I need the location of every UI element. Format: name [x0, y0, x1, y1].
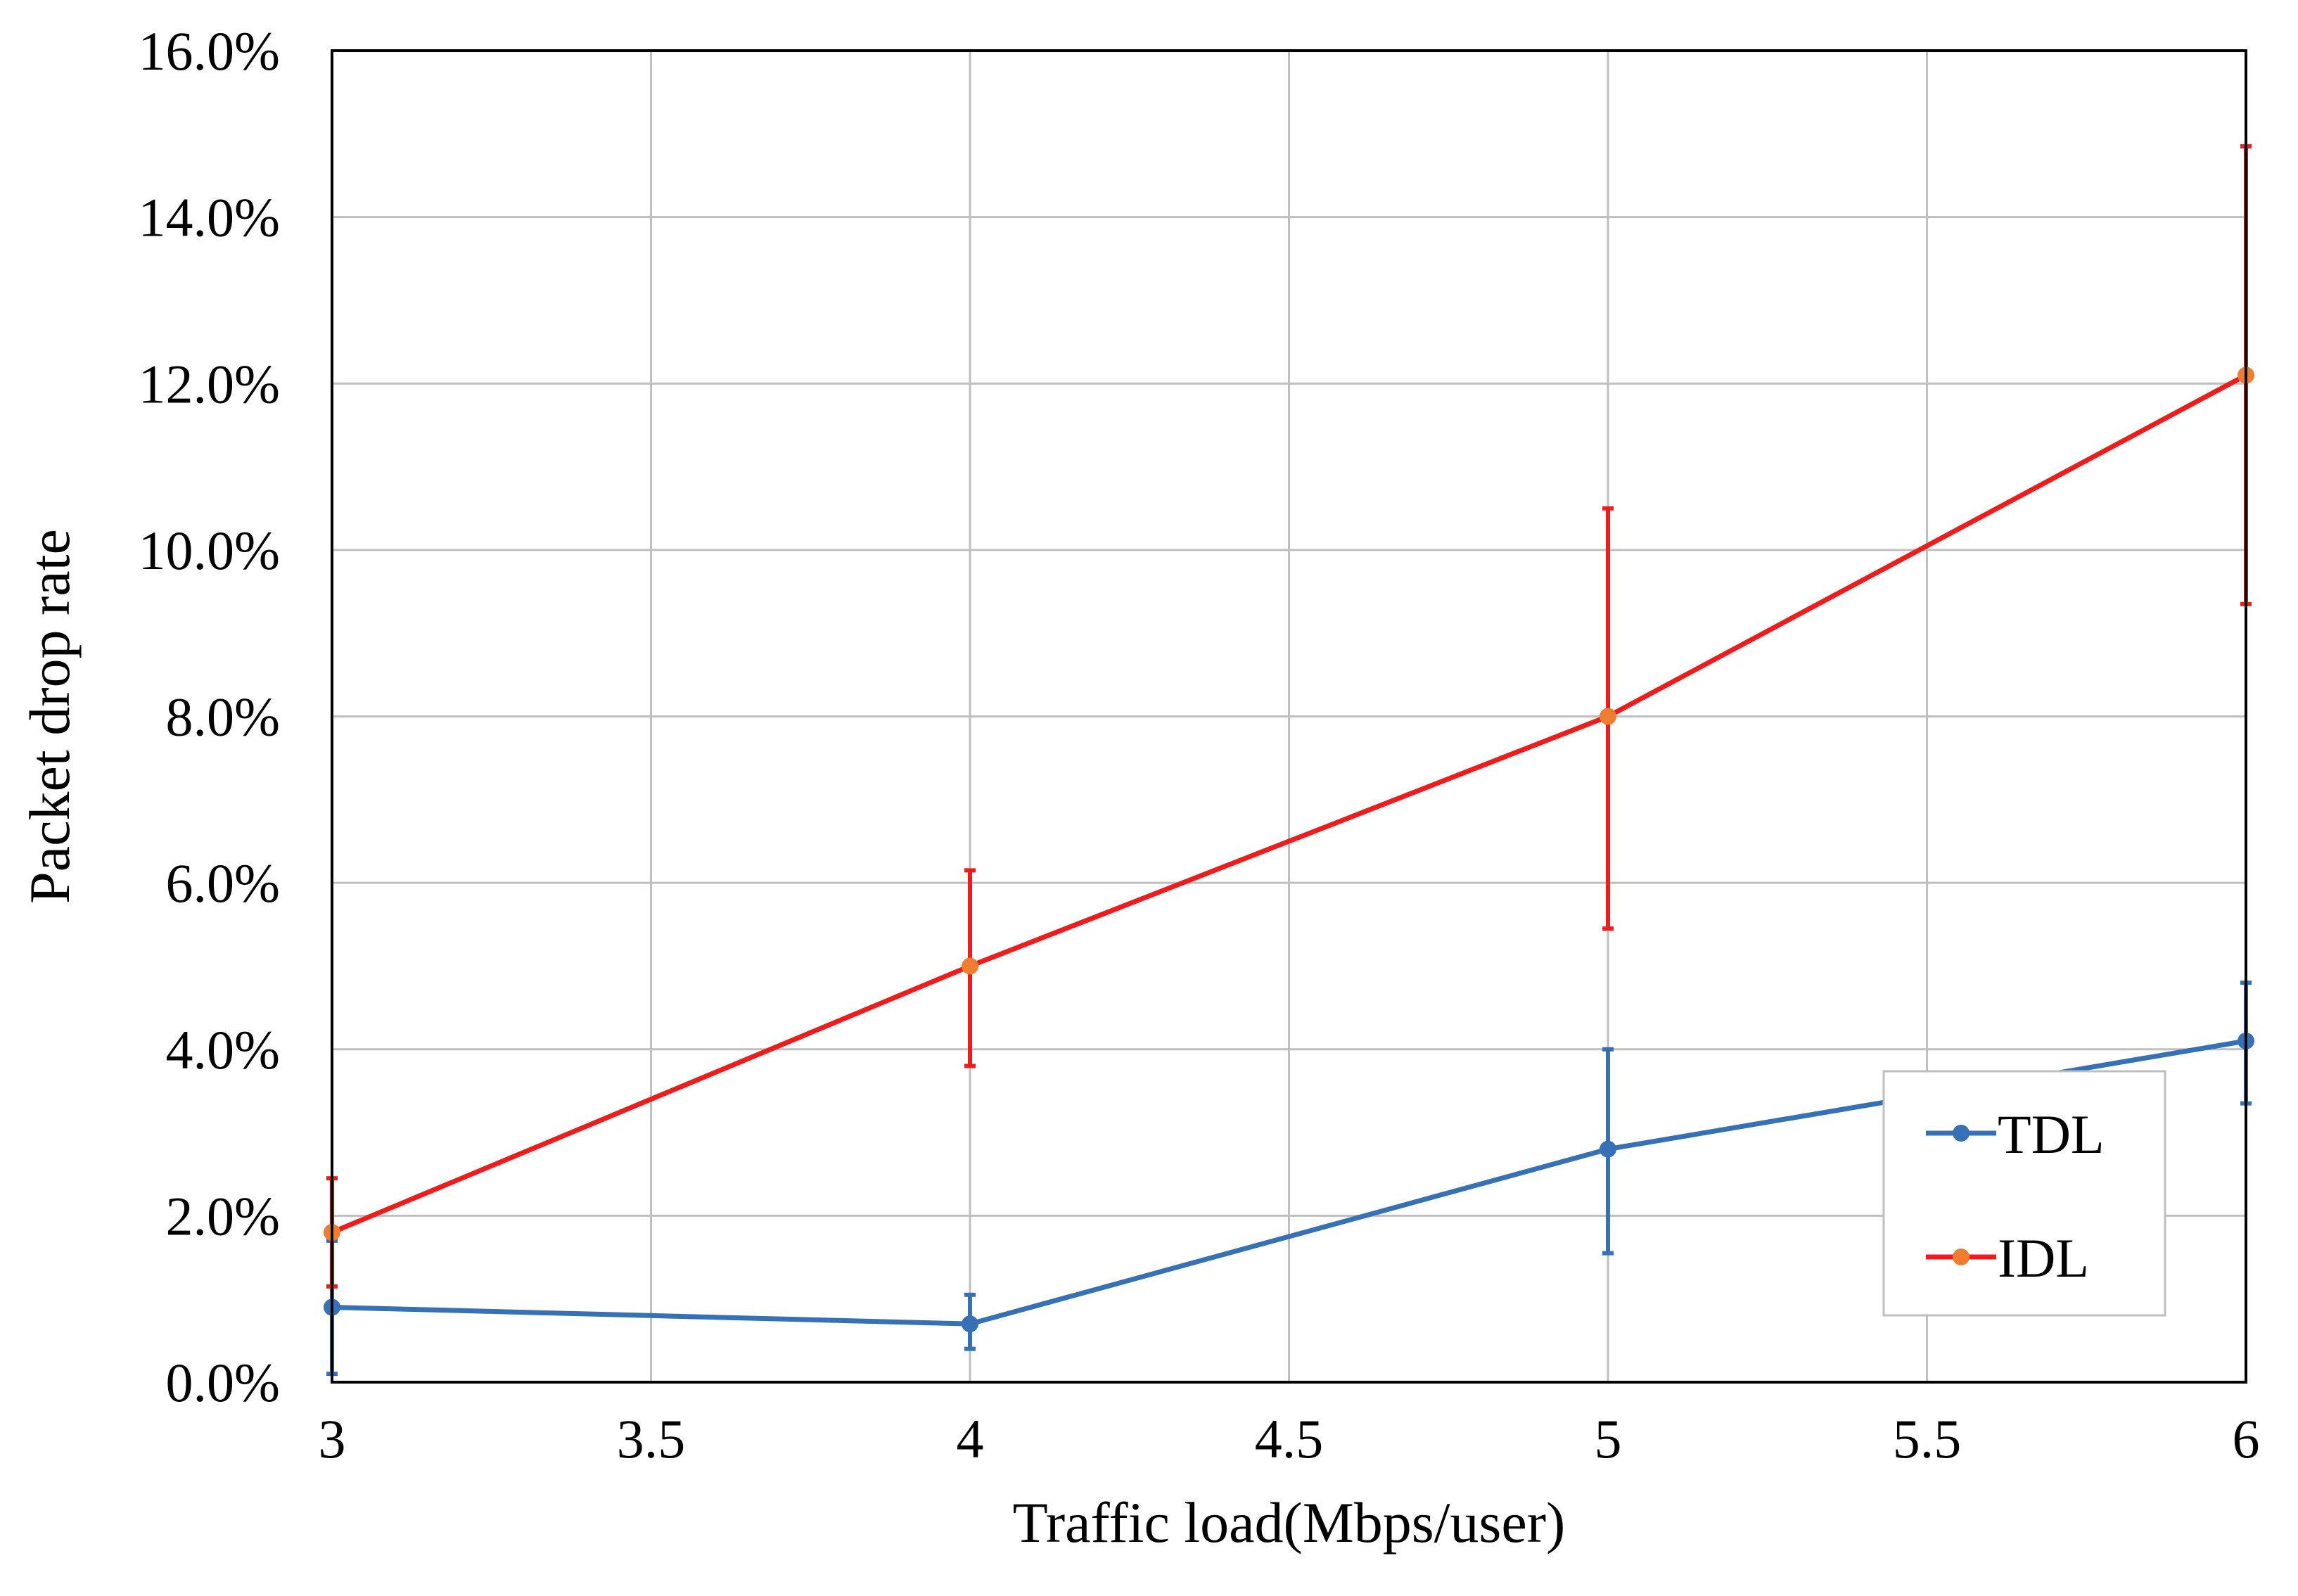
x-tick-label: 3 [319, 1408, 346, 1469]
x-tick-label: 4.5 [1255, 1408, 1324, 1469]
data-point [962, 1315, 978, 1333]
y-tick-label: 6.0% [166, 853, 280, 914]
data-point [1600, 708, 1616, 725]
y-tick-label: 2.0% [166, 1185, 280, 1246]
data-point [962, 957, 978, 975]
legend-swatch-marker [1953, 1249, 1970, 1265]
x-tick-label: 5 [1595, 1408, 1622, 1469]
x-tick-label: 5.5 [1893, 1408, 1962, 1469]
legend-box [1882, 1070, 2166, 1317]
y-tick-label: 16.0% [139, 20, 280, 82]
series-line [331, 373, 2247, 1235]
y-tick-label: 4.0% [166, 1019, 280, 1080]
legend-swatch-marker [1953, 1125, 1970, 1142]
legend: TDL IDL [1882, 1070, 2166, 1317]
y-tick-label: 12.0% [139, 353, 280, 414]
x-axis-label: Traffic load(Mbps/user) [1013, 1490, 1566, 1554]
legend-label: TDL [1998, 1104, 2105, 1165]
legend-item-idl: IDL [1926, 1227, 2089, 1289]
x-tick-label: 3.5 [617, 1408, 686, 1469]
legend-label: IDL [1998, 1227, 2089, 1289]
tick-labels: 3 3.5 4 4.5 5 5.5 6 0.0% 2.0% 4.0% 6.0% 8.0% 10.0% 12… [139, 20, 2260, 1469]
y-tick-label: 8.0% [166, 687, 280, 748]
legend-item-tdl: TDL [1926, 1104, 2105, 1165]
x-tick-label: 4 [957, 1408, 984, 1469]
y-tick-label: 14.0% [139, 187, 280, 248]
data-point [1600, 1140, 1616, 1158]
plot-frame [331, 49, 2247, 1384]
y-tick-label: 10.0% [139, 520, 280, 581]
y-tick-label: 0.0% [166, 1352, 280, 1413]
y-axis-label: Packet drop rate [18, 529, 82, 904]
x-tick-label: 6 [2233, 1408, 2260, 1469]
